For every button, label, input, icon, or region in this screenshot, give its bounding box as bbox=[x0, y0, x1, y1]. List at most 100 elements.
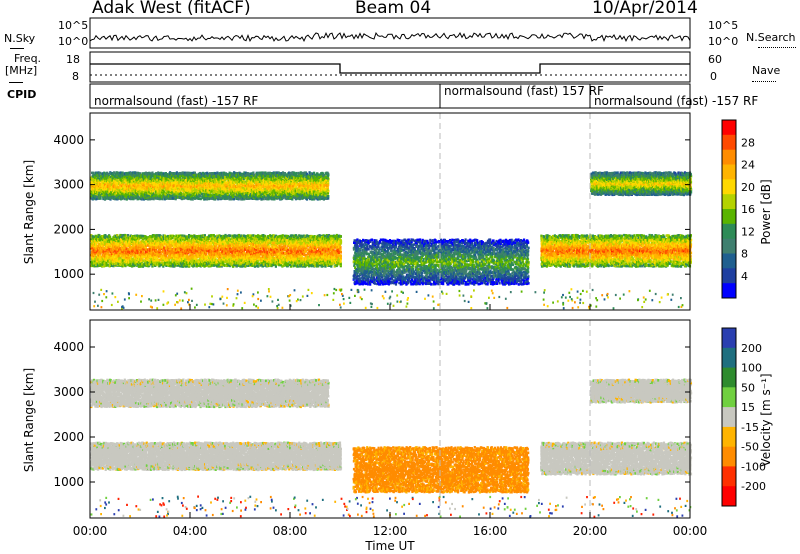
nave-legend-line bbox=[752, 81, 776, 82]
cpid-label: CPID bbox=[7, 88, 36, 101]
colorbar-tick: 4 bbox=[741, 270, 748, 283]
power-region-2 bbox=[90, 171, 330, 201]
colorbar-swatch bbox=[722, 328, 736, 349]
velocity-ylabel: Slant Range [km] bbox=[22, 368, 36, 472]
xlabel: Time UT bbox=[364, 539, 415, 553]
xtick-label: 08:00 bbox=[273, 524, 308, 538]
colorbar-tick: 100 bbox=[741, 362, 762, 375]
ytick-label: 3000 bbox=[53, 178, 84, 192]
colorbar-tick: -200 bbox=[741, 480, 766, 493]
colorbar-tick: -100 bbox=[741, 460, 766, 473]
cpid-dividers bbox=[439, 84, 591, 108]
power-heatmap bbox=[90, 113, 693, 310]
freq-label-2: [MHz] bbox=[5, 64, 37, 77]
xtick-label: 12:00 bbox=[373, 524, 408, 538]
nsky-legend-line bbox=[10, 48, 24, 49]
xtick-label: 00:00 bbox=[73, 524, 108, 538]
cpid-segment-2: normalsound (fast) 157 RF bbox=[444, 84, 604, 98]
nsearch-label: N.Search bbox=[746, 31, 796, 44]
nsky-trace bbox=[89, 31, 691, 43]
colorbar-tick: 24 bbox=[741, 159, 755, 172]
nsky-label: N.Sky bbox=[4, 32, 35, 45]
power-colorbar: 28 24 20 16 12 8 4 bbox=[721, 119, 755, 299]
colorbar-tick: -15 bbox=[741, 421, 759, 434]
colorbar-swatch bbox=[722, 164, 736, 180]
power-region-1 bbox=[90, 233, 343, 268]
velocity-region-1 bbox=[90, 441, 343, 472]
colorbar-swatch bbox=[722, 466, 736, 487]
nave-tick-bottom: 0 bbox=[710, 70, 717, 83]
power-region-3 bbox=[352, 238, 530, 286]
colorbar-swatch bbox=[722, 179, 736, 195]
axis-ticks: 4000 3000 2000 1000 4000 3000 2000 1000 00:00 04:… bbox=[53, 133, 707, 538]
velocity-region-2 bbox=[90, 378, 330, 409]
freq-label-1: Freq. bbox=[14, 52, 41, 65]
ytick-label: 2000 bbox=[53, 430, 84, 444]
colorbar-swatch bbox=[722, 238, 736, 254]
colorbar-swatch bbox=[722, 209, 736, 225]
ytick-label: 4000 bbox=[53, 340, 84, 354]
colorbar-swatch bbox=[722, 194, 736, 210]
velocity-region-3 bbox=[352, 446, 530, 494]
xtick-label: 16:00 bbox=[473, 524, 508, 538]
ytick-label: 1000 bbox=[53, 267, 84, 281]
nsky-panel-frame bbox=[89, 17, 691, 49]
freq-tick-top: 18 bbox=[66, 53, 80, 66]
power-ylabel: Slant Range [km] bbox=[22, 160, 36, 264]
colorbar-tick: 28 bbox=[741, 136, 755, 149]
colorbar-swatch bbox=[722, 120, 736, 136]
velocity-noise bbox=[90, 495, 692, 518]
ytick-label: 1000 bbox=[53, 475, 84, 489]
nsky-tick-bottom: 10^0 bbox=[58, 35, 88, 48]
power-noise bbox=[92, 287, 684, 310]
velocity-colorbar-label: Velocity [m s⁻¹] bbox=[759, 373, 773, 466]
colorbar-swatch bbox=[722, 387, 736, 408]
cpid-panel-frame bbox=[89, 83, 691, 109]
velocity-region-4 bbox=[540, 441, 693, 476]
freq-tick-bottom: 8 bbox=[72, 70, 79, 83]
colorbar-swatch bbox=[722, 426, 736, 448]
velocity-colorbar: 200 100 50 15 -15 -50 -100 -200 bbox=[721, 327, 766, 507]
power-region-4 bbox=[540, 233, 693, 268]
xtick-label: 20:00 bbox=[573, 524, 608, 538]
colorbar-tick: 20 bbox=[741, 181, 755, 194]
power-region-5 bbox=[590, 171, 693, 197]
nsky-tick-top: 10^5 bbox=[58, 19, 88, 32]
freq-panel-frame bbox=[89, 51, 691, 83]
ytick-label: 2000 bbox=[53, 222, 84, 236]
colorbar-tick: 8 bbox=[741, 248, 748, 261]
colorbar-swatch bbox=[722, 134, 736, 151]
colorbar-tick: 12 bbox=[741, 225, 755, 238]
colorbar-tick: 16 bbox=[741, 203, 755, 216]
colorbar-tick: -50 bbox=[741, 441, 759, 454]
cpid-segment-1: normalsound (fast) -157 RF bbox=[94, 94, 258, 108]
colorbar-swatch bbox=[722, 223, 736, 240]
velocity-region-5 bbox=[590, 378, 693, 404]
colorbar-swatch bbox=[722, 253, 736, 269]
colorbar-tick: 200 bbox=[741, 342, 762, 355]
colorbar-swatch bbox=[722, 347, 736, 369]
velocity-heatmap bbox=[90, 320, 693, 518]
xtick-label: 04:00 bbox=[173, 524, 208, 538]
beam-title: Beam 04 bbox=[355, 0, 431, 18]
nsearch-tick-bottom: 10^0 bbox=[708, 35, 738, 48]
colorbar-tick: 15 bbox=[741, 401, 755, 414]
xtick-label: 00:00 bbox=[673, 524, 708, 538]
ytick-label: 4000 bbox=[53, 133, 84, 147]
colorbar-swatch bbox=[722, 446, 736, 467]
freq-legend-line bbox=[9, 82, 23, 83]
freq-trace bbox=[90, 63, 690, 76]
colorbar-swatch bbox=[722, 367, 736, 388]
colorbar-swatch bbox=[722, 407, 736, 428]
date-title: 10/Apr/2014 bbox=[592, 0, 698, 18]
cpid-segment-3: normalsound (fast) -157 RF bbox=[594, 94, 758, 108]
colorbar-swatch bbox=[722, 149, 736, 165]
colorbar-swatch bbox=[722, 268, 736, 284]
nsearch-legend-line bbox=[758, 47, 796, 48]
power-colorbar-label: Power [dB] bbox=[759, 179, 773, 244]
nave-tick-top: 60 bbox=[708, 53, 722, 66]
colorbar-swatch bbox=[722, 283, 736, 299]
ytick-label: 3000 bbox=[53, 385, 84, 399]
nave-label: Nave bbox=[752, 64, 780, 77]
